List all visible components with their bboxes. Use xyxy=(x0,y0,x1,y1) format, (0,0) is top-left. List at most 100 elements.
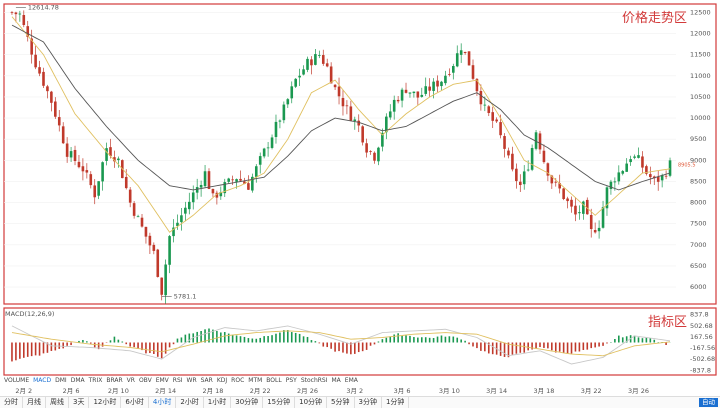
indicator-tab-boll[interactable]: BOLL xyxy=(266,377,282,384)
candle-body xyxy=(187,201,191,210)
indicator-tab-dmi[interactable]: DMI xyxy=(55,377,67,384)
candle-body xyxy=(522,171,526,185)
time-tick-label: 3月 26 xyxy=(628,387,649,395)
candle-body xyxy=(144,226,148,237)
candle-body xyxy=(50,91,53,103)
indicator-tab-ma[interactable]: MA xyxy=(331,377,341,384)
timeframe-5[interactable]: 6小时 xyxy=(121,397,149,408)
timeframe-1[interactable]: 月线 xyxy=(23,397,46,408)
candle-body xyxy=(455,53,459,67)
indicator-tab-rsi[interactable]: RSI xyxy=(172,377,183,384)
candle-body xyxy=(227,178,230,182)
indicator-tab-dma[interactable]: DMA xyxy=(70,377,85,384)
ma-slow-line xyxy=(11,24,671,191)
indicator-tab-wr[interactable]: WR xyxy=(186,377,197,384)
indicator-tab-vr[interactable]: VR xyxy=(126,377,135,384)
candle-body xyxy=(538,133,542,150)
timeframe-4[interactable]: 12小时 xyxy=(89,397,122,408)
indicator-tab-emv[interactable]: EMV xyxy=(155,377,169,384)
timeframe-12[interactable]: 5分钟 xyxy=(327,397,355,408)
candle-body xyxy=(258,156,262,165)
timeframe-0[interactable]: 分时 xyxy=(0,397,23,408)
candle-body xyxy=(534,132,538,149)
time-tick-label: 2月 22 xyxy=(250,387,271,395)
candle-body xyxy=(10,12,14,14)
candle-body xyxy=(546,163,550,176)
timeframe-3[interactable]: 3天 xyxy=(69,397,90,408)
indicator-tab-macd[interactable]: MACD xyxy=(33,377,52,384)
candle-body xyxy=(93,185,97,198)
macd-panel[interactable] xyxy=(3,307,717,376)
indicator-tab-trix[interactable]: TRIX xyxy=(88,377,103,384)
candle-body xyxy=(381,132,384,147)
candle-body xyxy=(215,192,219,198)
candle-body xyxy=(475,78,479,92)
candle-body xyxy=(42,71,45,86)
time-tick-label: 3月 14 xyxy=(486,387,507,395)
candle-body xyxy=(621,171,625,174)
timeframe-9[interactable]: 30分钟 xyxy=(231,397,264,408)
indicator-tab-kdj[interactable]: KDJ xyxy=(216,377,228,384)
indicator-tab-brar[interactable]: BRAR xyxy=(106,377,123,384)
candle-body xyxy=(428,86,431,91)
candle-body xyxy=(400,89,404,101)
macd-title: MACD(12,26,9) xyxy=(5,310,54,318)
price-panel[interactable] xyxy=(3,3,717,305)
candle-body xyxy=(128,189,132,203)
candle-body xyxy=(589,214,593,230)
candle-body xyxy=(432,81,435,91)
timeframe-13[interactable]: 3分钟 xyxy=(355,397,382,408)
candle-body xyxy=(46,86,49,92)
candle-body xyxy=(491,112,495,121)
indicator-tab-stochrsi[interactable]: StochRSI xyxy=(300,377,328,384)
candle-body xyxy=(329,66,333,84)
candle-body xyxy=(487,106,491,114)
candle-body xyxy=(404,89,408,93)
timeframe-7[interactable]: 2小时 xyxy=(176,397,204,408)
candle-body xyxy=(412,91,416,94)
candle-body xyxy=(562,188,565,200)
candle-body xyxy=(251,176,254,191)
candle-body xyxy=(605,187,609,209)
candle-body xyxy=(353,119,357,121)
candle-body xyxy=(499,122,502,136)
timeframe-11[interactable]: 10分钟 xyxy=(295,397,328,408)
last-price-label: 8905.5 xyxy=(678,162,696,168)
candle-body xyxy=(570,199,573,207)
indicator-tab-mtm[interactable]: MTM xyxy=(248,377,263,384)
price-tick-label: 6000 xyxy=(690,283,707,291)
candle-body xyxy=(176,222,179,226)
candle-body xyxy=(385,116,388,133)
timeframe-10[interactable]: 15分钟 xyxy=(263,397,296,408)
indicator-tab-volume[interactable]: VOLUME xyxy=(4,377,30,384)
indicator-tab-sar[interactable]: SAR xyxy=(200,377,213,384)
price-tick-label: 7000 xyxy=(690,241,707,249)
candle-body xyxy=(101,162,104,182)
macd-tick-label: -167.56 xyxy=(690,344,715,352)
candle-body xyxy=(550,175,554,184)
indicator-tab-roc[interactable]: ROC xyxy=(231,377,245,384)
candle-body xyxy=(69,151,73,158)
candle-body xyxy=(77,161,81,168)
candle-body xyxy=(294,78,297,87)
macd-tick-label: 502.68 xyxy=(690,322,713,330)
indicator-tab-ema[interactable]: EMA xyxy=(344,377,358,384)
timeframe-6[interactable]: 4小时 xyxy=(149,397,177,408)
candle-body xyxy=(660,175,664,181)
macd-panel-border xyxy=(3,307,717,376)
candle-body xyxy=(416,91,420,98)
timeframe-8[interactable]: 1小时 xyxy=(204,397,232,408)
indicator-tab-psy[interactable]: PSY xyxy=(285,377,297,384)
price-axis: 12500 12000 11500 11000 10500 10000 9500 9000 85… xyxy=(690,8,711,291)
time-tick-label: 2月 14 xyxy=(155,387,176,395)
candle-body xyxy=(270,137,274,148)
timeframe-2[interactable]: 周线 xyxy=(46,397,69,408)
candle-body xyxy=(136,216,140,218)
candle-body xyxy=(164,264,167,296)
candle-body xyxy=(286,99,290,105)
candle-body xyxy=(593,230,597,233)
auto-scale-button[interactable]: 自动 xyxy=(699,398,718,407)
indicator-tab-obv[interactable]: OBV xyxy=(138,377,152,384)
timeframe-14[interactable]: 1分钟 xyxy=(382,397,410,408)
candle-body xyxy=(495,119,498,122)
